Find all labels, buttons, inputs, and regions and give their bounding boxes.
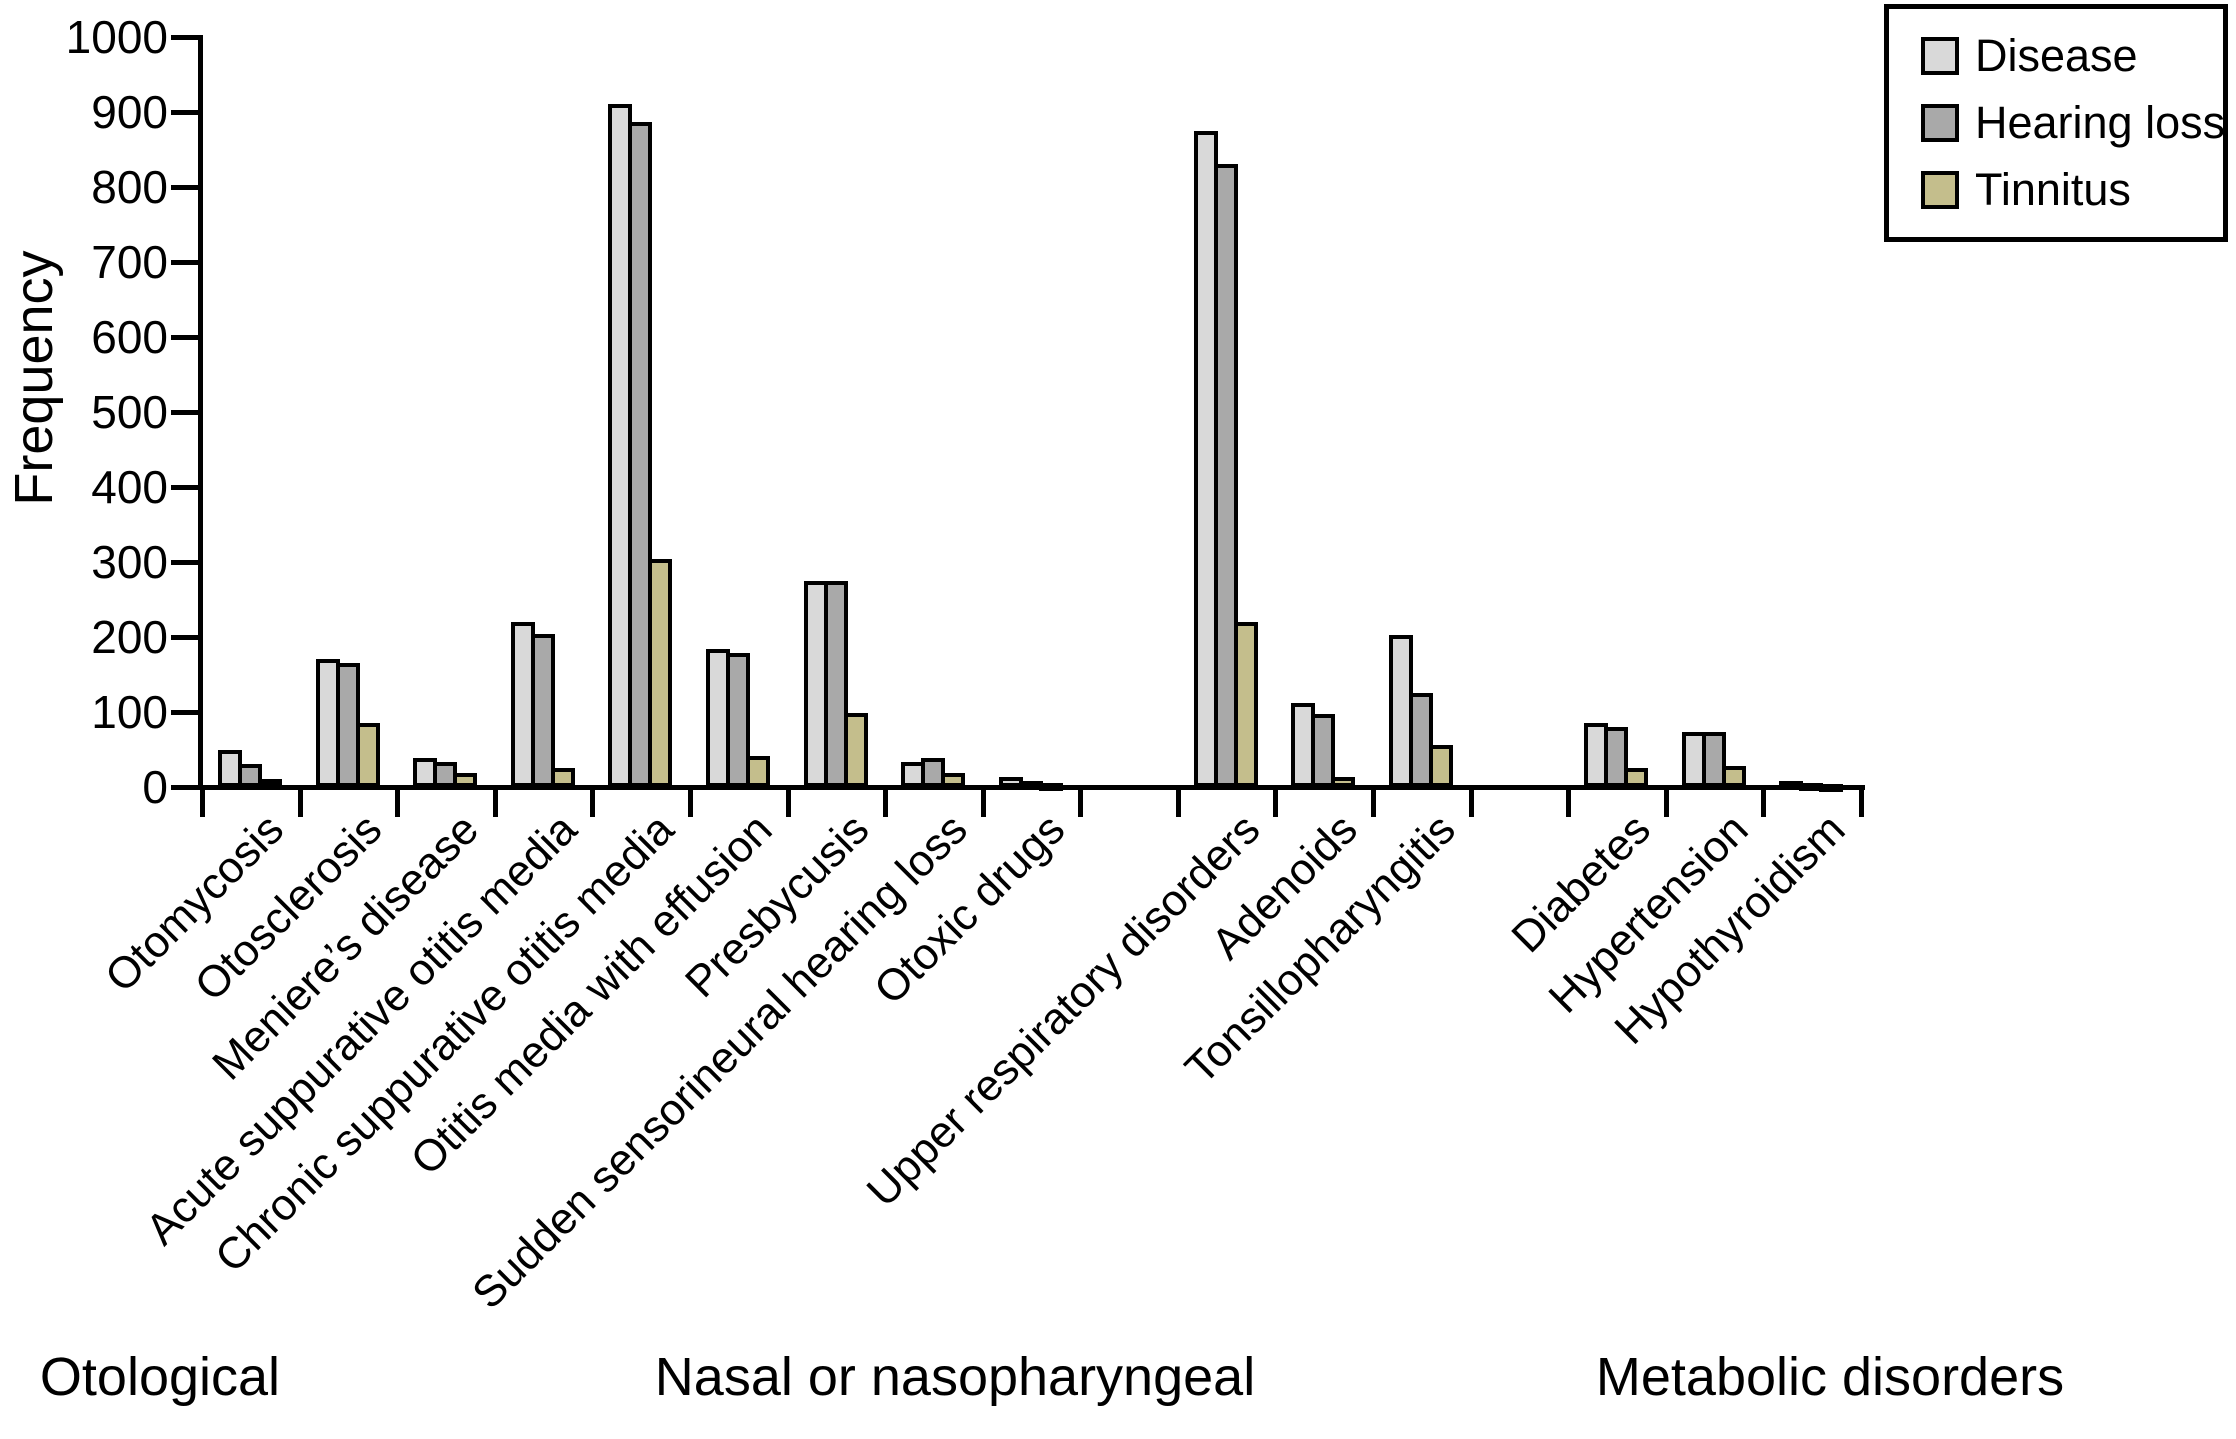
bar-hearing-loss-otomycosis [238, 764, 262, 787]
x-axis-tick-6 [785, 787, 791, 817]
x-axis-tick-8 [980, 787, 986, 817]
bar-hearing-loss-tonsillopharyngitis [1409, 693, 1434, 787]
x-axis-tick-10 [1175, 787, 1181, 817]
bar-tinnitus-acute-suppurative-otitis-media [550, 768, 575, 787]
y-tick-label-500: 500 [91, 386, 168, 438]
x-axis-tick-9 [1078, 787, 1084, 817]
bar-tinnitus-hypertension [1721, 766, 1746, 787]
y-tick-label-200: 200 [91, 611, 168, 663]
x-axis-tick-12 [1371, 787, 1377, 817]
y-axis-tick-0 [171, 785, 198, 790]
bar-tinnitus-upper-respiratory-disorders [1233, 622, 1258, 787]
bar-tinnitus-otitis-media-with-effusion [745, 756, 770, 787]
x-axis-tick-14 [1566, 787, 1572, 817]
bar-tinnitus-chronic-suppurative-otitis-media [648, 559, 673, 787]
bar-tinnitus-diabetes [1624, 768, 1649, 787]
x-axis-tick-5 [687, 787, 693, 817]
legend-item-tinnitus: Tinnitus [1921, 163, 2223, 215]
bar-tinnitus-otosclerosis [355, 723, 380, 787]
y-tick-label-400: 400 [91, 461, 168, 513]
y-tick-label-300: 300 [91, 536, 168, 588]
bar-tinnitus-adenoids [1331, 777, 1356, 787]
x-axis-tick-2 [395, 787, 401, 817]
x-axis-tick-15 [1663, 787, 1669, 817]
x-axis-tick-4 [590, 787, 596, 817]
bar-tinnitus-menieres-disease [453, 773, 478, 787]
legend-label-disease: Disease [1975, 30, 2138, 82]
section-label-metabolic-disorders: Metabolic disorders [1595, 1347, 2065, 1407]
y-tick-label-100: 100 [91, 686, 168, 738]
bar-hearing-loss-acute-suppurative-otitis-media [530, 634, 555, 787]
legend-item-disease: Disease [1921, 32, 2223, 80]
x-axis-tick-1 [297, 787, 303, 817]
y-tick-label-900: 900 [91, 86, 168, 138]
bar-tinnitus-otomycosis [258, 779, 282, 787]
section-label-nasal-or-nasopharyngeal: Nasal or nasopharyngeal [654, 1347, 1256, 1407]
section-label-otological: Otological [39, 1347, 281, 1407]
legend: Disease Hearing loss Tinnitus [1884, 4, 2228, 242]
y-tick-label-700: 700 [91, 236, 168, 288]
bar-tinnitus-tonsillopharyngitis [1429, 745, 1454, 787]
y-tick-label-600: 600 [91, 311, 168, 363]
y-axis-tick-900 [171, 110, 198, 115]
legend-label-hearing-loss: Hearing loss [1975, 96, 2226, 148]
y-tick-label-800: 800 [91, 161, 168, 213]
legend-swatch-hearing-loss [1921, 103, 1959, 142]
legend-swatch-tinnitus [1921, 170, 1959, 209]
y-tick-label-1000: 1000 [65, 11, 168, 63]
x-axis-tick-16 [1761, 787, 1767, 817]
bar-hearing-loss-adenoids [1311, 714, 1336, 787]
x-axis-tick-7 [883, 787, 889, 817]
y-axis-tick-200 [171, 635, 198, 640]
y-axis-tick-800 [171, 185, 198, 190]
bar-tinnitus-otoxic-drugs [1038, 783, 1063, 791]
bar-tinnitus-sudden-sensorineural-hearing-loss [941, 773, 966, 787]
y-axis-tick-500 [171, 410, 198, 415]
legend-label-tinnitus: Tinnitus [1975, 163, 2131, 215]
x-axis-tick-0 [200, 787, 205, 817]
y-axis-tick-1000 [171, 35, 198, 40]
x-axis-tick-3 [492, 787, 498, 817]
y-tick-label-0: 0 [142, 761, 168, 813]
legend-swatch-disease [1921, 37, 1959, 76]
y-axis-tick-300 [171, 560, 198, 565]
y-axis-tick-400 [171, 485, 198, 490]
x-axis-tick-13 [1468, 787, 1474, 817]
bar-tinnitus-hypothyroidism [1819, 784, 1844, 792]
y-axis-tick-600 [171, 335, 198, 340]
legend-item-hearing-loss: Hearing loss [1921, 96, 2226, 148]
y-axis-tick-100 [171, 710, 198, 715]
y-axis-line [198, 35, 203, 790]
x-axis-tick-11 [1273, 787, 1279, 817]
bar-tinnitus-presbycusis [843, 713, 868, 787]
x-axis-tick-17 [1859, 787, 1864, 817]
y-axis-tick-700 [171, 260, 198, 265]
